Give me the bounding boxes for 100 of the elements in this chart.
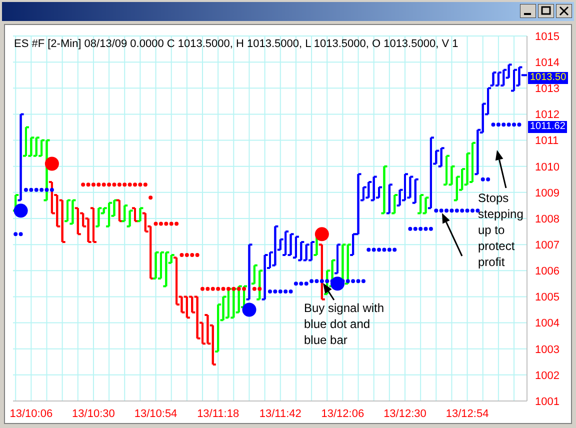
point [96,182,101,187]
point [294,282,298,286]
point [128,182,132,187]
x-tick-label: 13/10:30 [72,408,115,420]
point [206,286,210,291]
point [112,182,116,187]
point [278,290,282,294]
point [200,286,205,291]
y-tick-label: 1007 [535,239,560,252]
x-tick-label: 13/12:06 [321,408,364,420]
point [232,286,236,291]
point [439,208,444,213]
point [34,188,38,192]
point [299,282,304,286]
point [117,182,122,187]
y-tick-label: 1002 [535,370,560,382]
point [190,253,194,257]
point [470,208,474,213]
point [450,208,454,213]
x-tick-label: 13/12:54 [446,408,489,420]
point [428,226,433,231]
point [44,188,49,192]
point [184,253,189,257]
point [221,286,226,291]
point [480,177,485,182]
chart-subtitle: ES #F [2-Min] 08/13/09 0.0000 C 1013.5000, H 1013.5000, L 1013.5000, O 1013.5000, V 1 [14,38,458,50]
point [392,248,397,252]
point [143,182,148,187]
y-tick-label: 1003 [535,344,560,356]
point [310,279,314,284]
point [454,208,459,213]
point [180,253,184,257]
point [460,208,464,213]
point [24,188,28,192]
point [154,222,158,226]
y-tick-label: 1015 [535,30,560,43]
x-tick-label: 13/12:30 [384,408,426,420]
y-tick-label: 1004 [535,318,560,330]
point [517,122,522,127]
point [158,222,163,226]
point [491,122,496,127]
y-tick-label: 1014 [535,56,560,69]
point [169,222,174,226]
point [50,188,54,192]
annotation: Stops stepping up to protect profit [478,191,524,269]
point [210,286,215,291]
point [138,182,142,187]
point [506,122,511,127]
point [387,248,392,252]
point [164,222,168,226]
point [496,122,500,127]
point [242,302,256,317]
x-tick-label: 13/11:18 [197,408,240,420]
y-tick-label: 1009 [535,187,560,200]
point [330,276,344,291]
point [418,226,423,231]
point [366,248,371,252]
point [351,279,356,284]
point [195,253,200,257]
point [424,226,428,231]
point [226,286,230,291]
text: 1013.50 [528,72,568,84]
point [236,286,241,291]
point [325,279,330,284]
point [346,279,350,284]
point [252,286,256,291]
point [284,290,288,294]
point [18,232,23,236]
annotation: Buy signal with blue dot and blue bar [304,300,386,348]
point [377,248,382,252]
y-tick-label: 1012 [535,109,560,122]
point [314,279,319,284]
y-tick-label: 1010 [535,161,560,174]
point [133,182,138,187]
point [29,188,34,192]
point [382,248,386,252]
x-tick-label: 13/10:06 [10,408,53,420]
point [304,282,308,286]
y-tick-label: 1001 [535,396,560,408]
point [486,177,490,182]
point [361,279,366,284]
point [44,156,59,171]
point [320,279,324,284]
point [434,208,438,213]
y-tick-label: 1008 [535,213,560,226]
y-tick-label: 1005 [535,292,560,304]
point [408,226,412,231]
point [148,196,153,200]
point [512,122,516,127]
x-tick-label: 13/11:42 [259,408,302,420]
point [268,290,272,294]
text: 1011.62 [528,121,568,134]
point [216,286,220,291]
point [81,182,86,187]
y-tick-label: 1011 [535,135,559,148]
point [356,279,360,284]
point [107,182,112,187]
point [122,182,127,187]
point [14,204,28,218]
point [372,248,376,252]
